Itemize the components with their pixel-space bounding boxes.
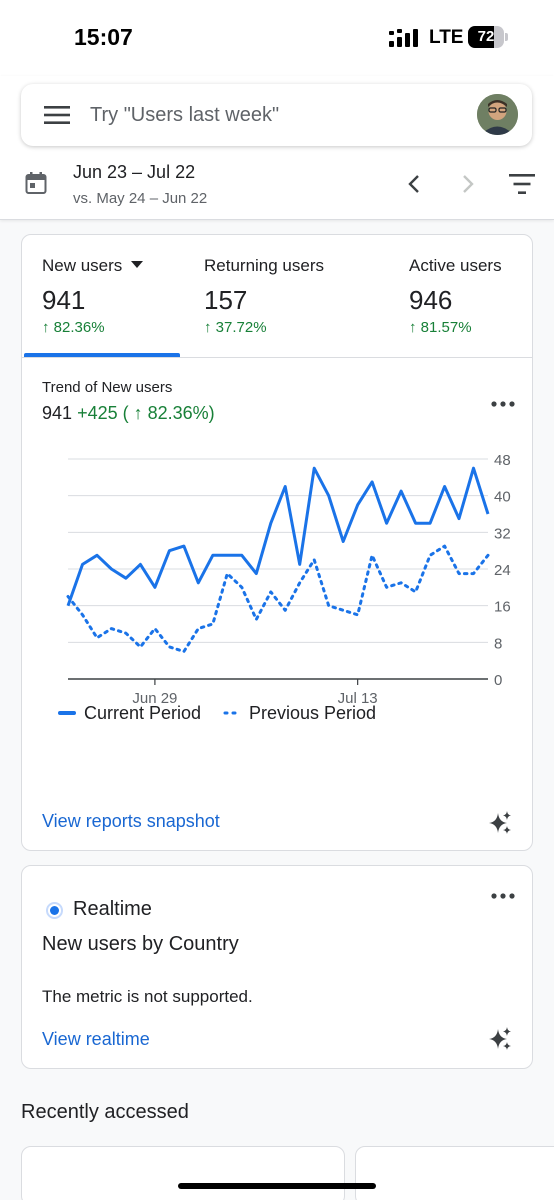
battery-level: 72 — [477, 28, 495, 45]
view-reports-snapshot-link[interactable]: View reports snapshot — [42, 811, 220, 831]
tab-value: 157 — [204, 285, 248, 315]
tab-label-wrap[interactable]: New users — [42, 256, 144, 276]
signal-icon — [389, 29, 418, 47]
sparkle-icon[interactable] — [487, 1026, 513, 1052]
series-line-current-period — [66, 466, 490, 607]
legend-label-previous: Previous Period — [249, 703, 376, 723]
metric-tabs: New users 941 ↑ 82.36% Returning users 1… — [22, 235, 532, 358]
y-tick-label: 0 — [494, 672, 502, 689]
tab-value: 941 — [42, 285, 86, 315]
tab-delta: ↑ 82.36% — [42, 319, 105, 336]
y-tick-label: 8 — [494, 635, 502, 652]
more-horiz-icon[interactable] — [490, 892, 516, 900]
chevron-right-icon[interactable] — [455, 172, 479, 196]
avatar[interactable] — [477, 94, 518, 135]
trend-gain: +425 ( ↑ 82.36%) — [77, 403, 215, 423]
recently-accessed-heading: Recently accessed — [21, 1101, 189, 1123]
date-range-bar: Jun 23 – Jul 22 vs. May 24 – Jun 22 — [0, 156, 554, 218]
y-tick-label: 16 — [494, 599, 511, 616]
overview-card: New users 941 ↑ 82.36% Returning users 1… — [21, 234, 533, 851]
recent-item-card[interactable] — [21, 1146, 345, 1200]
tab-value: 946 — [409, 285, 453, 315]
view-realtime-link[interactable]: View realtime — [42, 1029, 150, 1049]
y-tick-label: 32 — [494, 525, 511, 542]
app-header: Try "Users last week" Jun 23 – Jul 22 vs… — [0, 76, 554, 220]
trend-chart: 0 8 16 24 32 40 48 Jun 29 Jul 13 Current Period Pr… — [58, 452, 511, 723]
realtime-subtitle: New users by Country — [42, 933, 239, 955]
sparkle-icon[interactable] — [487, 810, 513, 836]
chevron-left-icon[interactable] — [403, 172, 427, 196]
status-time: 15:07 — [74, 24, 133, 50]
search-bar[interactable]: Try "Users last week" — [21, 84, 532, 146]
more-horiz-icon[interactable] — [490, 400, 516, 408]
hamburger-icon[interactable] — [44, 105, 70, 125]
battery-icon: 72 — [468, 26, 508, 48]
tab-active-users[interactable]: Active users 946 ↑ 81.57% — [382, 235, 532, 358]
search-input[interactable]: Try "Users last week" — [90, 104, 280, 126]
tab-label: Returning users — [204, 256, 325, 275]
trend-summary: 941 +425 ( ↑ 82.36%) — [42, 403, 215, 424]
tab-label: New users — [42, 256, 123, 275]
series-line-previous-period — [66, 544, 490, 653]
realtime-card: Realtime New users by Country The metric… — [21, 865, 533, 1069]
filter-icon[interactable] — [509, 173, 535, 195]
home-indicator — [178, 1183, 376, 1189]
calendar-icon[interactable] — [25, 171, 47, 195]
tab-delta: ↑ 37.72% — [204, 319, 267, 336]
tab-new-users[interactable]: New users 941 ↑ 82.36% — [22, 235, 182, 358]
trend-title: Trend of New users — [42, 379, 173, 396]
status-bar: 15:07 LTE 72 — [0, 0, 554, 76]
tab-label: Active users — [409, 256, 502, 275]
tab-returning-users[interactable]: Returning users 157 ↑ 37.72% — [182, 235, 382, 358]
x-tick-label: Jun 29 — [132, 690, 177, 707]
trend-total: 941 — [42, 403, 73, 423]
y-tick-label: 24 — [494, 562, 511, 579]
date-range-label[interactable]: Jun 23 – Jul 22 — [73, 162, 196, 182]
dropdown-caret-icon[interactable] — [131, 261, 144, 268]
y-tick-label: 48 — [494, 452, 511, 469]
network-type: LTE — [429, 27, 464, 48]
realtime-message: The metric is not supported. — [42, 987, 253, 1006]
legend-label-current: Current Period — [84, 703, 201, 723]
recent-item-card[interactable] — [355, 1146, 554, 1200]
realtime-indicator-icon — [46, 902, 63, 919]
x-tick-label: Jul 13 — [338, 690, 378, 707]
battery-fill — [468, 26, 494, 48]
realtime-title: Realtime — [73, 898, 152, 920]
y-tick-label: 40 — [494, 489, 511, 506]
comparison-range-label: vs. May 24 – Jun 22 — [73, 190, 208, 207]
active-tab-indicator — [24, 353, 180, 357]
tab-delta: ↑ 81.57% — [409, 319, 472, 336]
